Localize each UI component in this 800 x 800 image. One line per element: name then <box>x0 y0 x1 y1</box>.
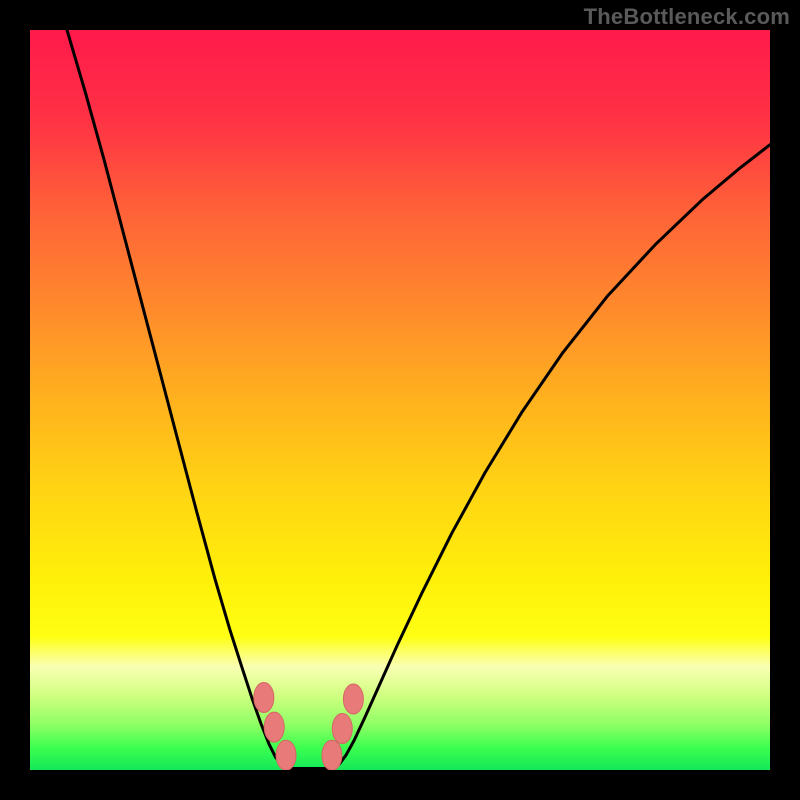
data-marker <box>332 714 352 744</box>
chart-container: TheBottleneck.com <box>0 0 800 800</box>
data-marker <box>264 712 284 742</box>
bottleneck-curve <box>67 30 770 769</box>
watermark-text: TheBottleneck.com <box>584 4 790 30</box>
chart-curves <box>30 30 770 770</box>
plot-area <box>30 30 770 770</box>
data-marker <box>254 682 274 712</box>
data-marker <box>343 684 363 714</box>
data-marker <box>276 740 296 770</box>
data-marker <box>322 740 342 770</box>
